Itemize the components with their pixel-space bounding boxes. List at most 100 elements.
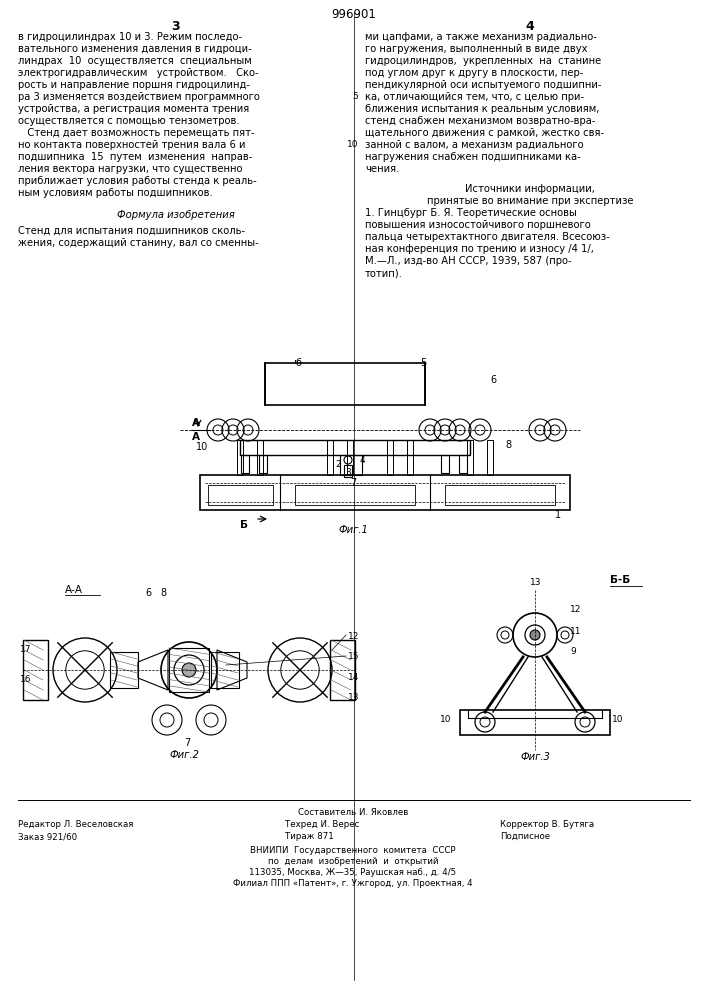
Text: 5: 5	[420, 358, 426, 368]
Text: принятые во внимание при экспертизе: принятые во внимание при экспертизе	[427, 196, 633, 206]
Bar	[344, 465, 352, 477]
Text: 7: 7	[184, 738, 190, 748]
Text: ВНИИПИ  Государственного  комитета  СССР: ВНИИПИ Государственного комитета СССР	[250, 846, 456, 855]
Text: Источники информации,: Источники информации,	[465, 184, 595, 194]
Text: рость и направление поршня гидроцилинд-: рость и направление поршня гидроцилинд-	[18, 80, 250, 90]
Bar	[259, 455, 267, 473]
Text: А: А	[192, 418, 200, 428]
Text: нагружения снабжен подшипниками ка-: нагружения снабжен подшипниками ка-	[365, 152, 580, 162]
Text: 1. Гинцбург Б. Я. Теоретические основы: 1. Гинцбург Б. Я. Теоретические основы	[365, 208, 577, 218]
Text: 996901: 996901	[331, 8, 376, 21]
Text: Формула изобретения: Формула изобретения	[117, 210, 235, 220]
Text: М.—Л., изд-во АН СССР, 1939, 587 (про-: М.—Л., изд-во АН СССР, 1939, 587 (про-	[365, 256, 572, 266]
Text: пендикулярной оси испытуемого подшипни-: пендикулярной оси испытуемого подшипни-	[365, 80, 602, 90]
Text: Фиг.3: Фиг.3	[520, 752, 550, 762]
Text: ра 3 изменяется воздействием программного: ра 3 изменяется воздействием программног…	[18, 92, 260, 102]
Text: тотип).: тотип).	[365, 268, 403, 278]
Text: гидроцилиндров,  укрепленных  на  станине: гидроцилиндров, укрепленных на станине	[365, 56, 601, 66]
Text: Корректор В. Бутяга: Корректор В. Бутяга	[500, 820, 594, 829]
Text: под углом друг к другу в плоскости, пер-: под углом друг к другу в плоскости, пер-	[365, 68, 583, 78]
Text: 15: 15	[348, 652, 359, 661]
Text: Техред И. Верес: Техред И. Верес	[285, 820, 359, 829]
Bar	[237, 440, 243, 475]
Bar	[327, 440, 333, 475]
Text: Б: Б	[240, 520, 248, 530]
Text: ная конференция по трению и износу /4 1/,: ная конференция по трению и износу /4 1/…	[365, 244, 594, 254]
Text: б: б	[295, 358, 301, 368]
Bar	[295, 485, 415, 505]
Text: ления вектора нагрузки, что существенно: ления вектора нагрузки, что существенно	[18, 164, 243, 174]
Bar	[110, 652, 138, 688]
Bar	[208, 485, 273, 505]
Text: линдрах  10  осуществляется  специальным: линдрах 10 осуществляется специальным	[18, 56, 252, 66]
Text: 10: 10	[440, 715, 452, 724]
Text: вательного изменения давления в гидроци-: вательного изменения давления в гидроци-	[18, 44, 252, 54]
Text: 16: 16	[20, 675, 32, 684]
Text: 10: 10	[196, 442, 209, 452]
Bar	[257, 440, 263, 475]
Text: пальца четырехтактного двигателя. Всесоюз-: пальца четырехтактного двигателя. Всесою…	[365, 232, 609, 242]
Bar	[407, 440, 413, 475]
Text: в гидроцилиндрах 10 и 3. Режим последо-: в гидроцилиндрах 10 и 3. Режим последо-	[18, 32, 242, 42]
Bar	[487, 440, 493, 475]
Text: 10: 10	[612, 715, 624, 724]
Text: устройства, а регистрация момента трения: устройства, а регистрация момента трения	[18, 104, 250, 114]
Text: 5: 5	[352, 92, 358, 101]
Text: Составитель И. Яковлев: Составитель И. Яковлев	[298, 808, 408, 817]
Text: ным условиям работы подшипников.: ным условиям работы подшипников.	[18, 188, 213, 198]
Text: 10: 10	[346, 140, 358, 149]
Text: Заказ 921/60: Заказ 921/60	[18, 832, 77, 841]
Text: 2: 2	[335, 460, 341, 469]
Text: Тираж 871: Тираж 871	[285, 832, 334, 841]
Text: Б-Б: Б-Б	[610, 575, 630, 585]
Text: повышения износостойчивого поршневого: повышения износостойчивого поршневого	[365, 220, 591, 230]
Text: занной с валом, а механизм радиального: занной с валом, а механизм радиального	[365, 140, 583, 150]
Text: 17: 17	[20, 645, 32, 654]
Bar	[387, 440, 393, 475]
Text: ми цапфами, а также механизм радиально-: ми цапфами, а также механизм радиально-	[365, 32, 597, 42]
Text: 13: 13	[348, 693, 359, 702]
Text: Редактор Л. Веселовская: Редактор Л. Веселовская	[18, 820, 134, 829]
Text: 3: 3	[345, 468, 351, 477]
Text: подшипника  15  путем  изменения  направ-: подшипника 15 путем изменения направ-	[18, 152, 252, 162]
Text: 14: 14	[348, 673, 359, 682]
Text: 3: 3	[172, 20, 180, 33]
Text: 12: 12	[570, 605, 581, 614]
Text: го нагружения, выполненный в виде двух: го нагружения, выполненный в виде двух	[365, 44, 588, 54]
Text: А: А	[192, 432, 200, 442]
Text: приближает условия работы стенда к реаль-: приближает условия работы стенда к реаль…	[18, 176, 257, 186]
Text: 113035, Москва, Ж—35, Раушская наб., д. 4/5: 113035, Москва, Ж—35, Раушская наб., д. …	[250, 868, 457, 877]
Text: 6: 6	[145, 588, 151, 598]
Circle shape	[530, 630, 540, 640]
Text: 4: 4	[525, 20, 534, 33]
Bar	[330, 640, 355, 700]
Bar	[211, 652, 239, 688]
Text: 7: 7	[350, 478, 356, 488]
Bar	[23, 640, 48, 700]
Bar	[241, 455, 249, 473]
Text: стенд снабжен механизмом возвратно-вра-: стенд снабжен механизмом возвратно-вра-	[365, 116, 595, 126]
Bar	[460, 710, 610, 735]
Text: электрогидравлическим   устройством.   Ско-: электрогидравлическим устройством. Ско-	[18, 68, 259, 78]
Text: по  делам  изобретений  и  открытий: по делам изобретений и открытий	[268, 857, 438, 866]
Text: ка, отличающийся тем, что, с целью при-: ка, отличающийся тем, что, с целью при-	[365, 92, 584, 102]
Text: щательного движения с рамкой, жестко свя-: щательного движения с рамкой, жестко свя…	[365, 128, 604, 138]
Text: Фиг.2: Фиг.2	[169, 750, 199, 760]
Bar	[169, 648, 209, 692]
Circle shape	[182, 663, 196, 677]
Bar	[445, 485, 555, 505]
Text: А-А: А-А	[65, 585, 83, 595]
Bar	[467, 440, 473, 475]
Text: жения, содержащий станину, вал со сменны-: жения, содержащий станину, вал со сменны…	[18, 238, 259, 248]
Text: Фиг.1: Фиг.1	[338, 525, 368, 535]
Bar	[200, 475, 570, 510]
Text: Стенд для испытания подшипников сколь-: Стенд для испытания подшипников сколь-	[18, 226, 245, 236]
Text: 8: 8	[160, 588, 166, 598]
Text: ближения испытания к реальным условиям,: ближения испытания к реальным условиям,	[365, 104, 600, 114]
Text: 4: 4	[360, 456, 366, 465]
Bar	[240, 440, 470, 455]
Text: 9: 9	[570, 647, 575, 656]
Bar	[441, 455, 449, 473]
Bar	[340, 455, 362, 475]
Bar	[459, 455, 467, 473]
